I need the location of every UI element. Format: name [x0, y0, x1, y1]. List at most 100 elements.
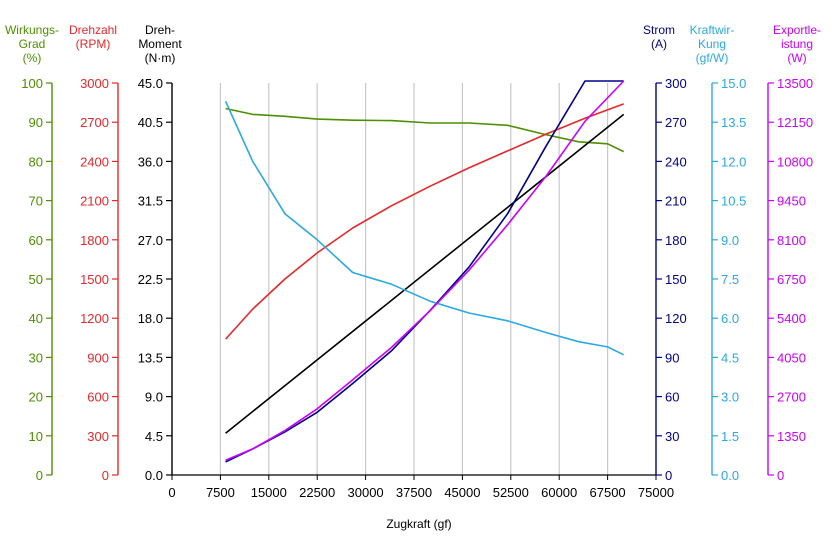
y-tick-label: 300 — [665, 76, 687, 91]
y-axis-title: Grad — [19, 37, 46, 51]
y-tick-label: 36.0 — [138, 154, 163, 169]
y-axis-title: istung — [781, 37, 813, 51]
y-tick-label: 4.5 — [721, 350, 739, 365]
y-axis-title: Moment — [138, 37, 182, 51]
y-tick-label: 3000 — [80, 76, 109, 91]
y-tick-label: 4.5 — [145, 429, 163, 444]
y-tick-label: 8100 — [777, 233, 806, 248]
y-tick-label: 27.0 — [138, 233, 163, 248]
y-tick-label: 180 — [665, 233, 687, 248]
y-axis-rpm: 0 300 600 900 1200 1500 1800 2100 2400 2700 3000 Dr… — [69, 23, 119, 483]
y-tick-label: 210 — [665, 194, 687, 209]
y-tick-label: 12150 — [777, 115, 813, 130]
series-line-power — [225, 80, 625, 461]
series-line-torque — [225, 113, 625, 434]
y-tick-label: 12.0 — [721, 154, 746, 169]
y-tick-label: 240 — [665, 154, 687, 169]
y-tick-label: 7.5 — [721, 272, 739, 287]
x-tick-label: 7500 — [206, 485, 235, 500]
x-tick-label: 75000 — [638, 485, 674, 500]
y-tick-label: 10 — [29, 429, 43, 444]
y-tick-label: 90 — [29, 115, 43, 130]
y-tick-label: 2100 — [80, 194, 109, 209]
x-tick-label: 67500 — [590, 485, 626, 500]
y-tick-label: 1800 — [80, 233, 109, 248]
y-tick-label: 6.0 — [721, 311, 739, 326]
y-tick-label: 0 — [665, 468, 672, 483]
y-tick-label: 150 — [665, 272, 687, 287]
x-tick-label: 22500 — [299, 485, 335, 500]
y-tick-label: 0.0 — [145, 468, 163, 483]
y-axis-title: (N·m) — [145, 51, 176, 65]
y-axis-force_eff: 0.0 1.5 3.0 4.5 6.0 7.5 9.0 10.5 12.0 13.5 15.0 Kra… — [690, 23, 747, 483]
series-line-current — [225, 80, 624, 463]
y-tick-label: 1500 — [80, 272, 109, 287]
y-tick-label: 22.5 — [138, 272, 163, 287]
y-axis-title: Drehzahl — [69, 23, 117, 37]
y-axis-title: Dreh- — [145, 23, 175, 37]
y-axis-eff: 0 10 20 30 40 50 60 70 80 90 100 Wirkungs-Grad(%) — [5, 23, 59, 483]
y-tick-label: 45.0 — [138, 76, 163, 91]
y-tick-label: 100 — [21, 76, 43, 91]
y-tick-label: 3.0 — [721, 390, 739, 405]
y-tick-label: 30 — [665, 429, 679, 444]
y-tick-label: 15.0 — [721, 76, 746, 91]
y-tick-label: 270 — [665, 115, 687, 130]
series-line-force_eff — [224, 100, 625, 356]
x-tick-label: 0 — [168, 485, 175, 500]
series-lines — [224, 80, 625, 463]
y-tick-label: 90 — [665, 350, 679, 365]
y-tick-label: 0 — [36, 468, 43, 483]
y-tick-label: 30 — [29, 350, 43, 365]
y-axis-title: (W) — [787, 51, 806, 65]
y-tick-label: 1.5 — [721, 429, 739, 444]
y-tick-label: 10800 — [777, 154, 813, 169]
y-tick-label: 600 — [87, 390, 109, 405]
y-tick-label: 60 — [665, 390, 679, 405]
y-tick-label: 60 — [29, 233, 43, 248]
y-tick-label: 4050 — [777, 350, 806, 365]
y-tick-label: 40 — [29, 311, 43, 326]
y-axis-title: Wirkungs- — [5, 23, 59, 37]
y-tick-label: 9.0 — [145, 390, 163, 405]
y-tick-label: 1350 — [777, 429, 806, 444]
y-tick-label: 13500 — [777, 76, 813, 91]
y-tick-label: 6750 — [777, 272, 806, 287]
y-tick-label: 300 — [87, 429, 109, 444]
grid-lines — [219, 83, 609, 475]
x-tick-label: 52500 — [493, 485, 529, 500]
y-tick-label: 80 — [29, 154, 43, 169]
x-tick-label: 15000 — [251, 485, 287, 500]
y-tick-label: 2700 — [80, 115, 109, 130]
y-tick-label: 120 — [665, 311, 687, 326]
y-tick-label: 13.5 — [138, 350, 163, 365]
y-tick-label: 31.5 — [138, 194, 163, 209]
y-tick-label: 70 — [29, 194, 43, 209]
y-axis-title: Kraftwir- — [690, 23, 735, 37]
series-line-eff — [225, 107, 625, 153]
y-tick-label: 2700 — [777, 390, 806, 405]
y-tick-label: 900 — [87, 350, 109, 365]
x-tick-label: 30000 — [348, 485, 384, 500]
axes: 0 7500 15000 22500 30000 37500 45000 52500 60000… — [5, 23, 821, 500]
y-axis-title: Strom — [643, 23, 675, 37]
y-tick-label: 5400 — [777, 311, 806, 326]
y-axis-power: 0 1350 2700 4050 5400 6750 8100 9450 10800 12150 1… — [767, 23, 821, 483]
y-tick-label: 2400 — [80, 154, 109, 169]
y-tick-label: 9.0 — [721, 233, 739, 248]
x-axis-title: Zugkraft (gf) — [386, 517, 451, 531]
y-axis-title: Kung — [698, 37, 726, 51]
y-axis-title: (gf/W) — [696, 51, 729, 65]
series-line-rpm — [225, 103, 624, 340]
y-axis-title: Exportle- — [773, 23, 821, 37]
y-tick-label: 40.5 — [138, 115, 163, 130]
x-tick-label: 45000 — [444, 485, 480, 500]
y-axis-title: (RPM) — [76, 37, 111, 51]
y-tick-label: 0 — [102, 468, 109, 483]
y-tick-label: 0 — [777, 468, 784, 483]
x-tick-label: 60000 — [541, 485, 577, 500]
y-tick-label: 13.5 — [721, 115, 746, 130]
y-tick-label: 1200 — [80, 311, 109, 326]
y-tick-label: 50 — [29, 272, 43, 287]
